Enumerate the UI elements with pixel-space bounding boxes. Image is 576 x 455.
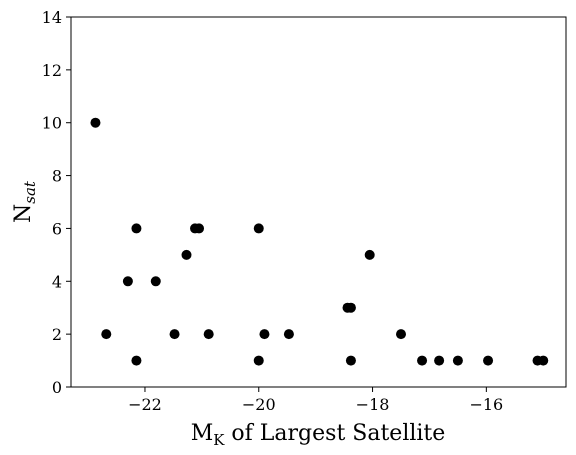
y-axis-label-subscript: sat bbox=[21, 180, 39, 204]
y-axis-label-main: N bbox=[11, 204, 36, 223]
data-point bbox=[150, 276, 161, 287]
x-axis-label: MK of Largest Satellite bbox=[191, 421, 446, 449]
x-axis-label-main: M bbox=[191, 421, 214, 446]
data-point bbox=[434, 355, 445, 366]
data-point bbox=[203, 329, 214, 340]
x-tick-label: −22 bbox=[128, 395, 162, 414]
x-axis-label-rest: of Largest Satellite bbox=[224, 421, 445, 446]
y-tick-label: 4 bbox=[52, 272, 62, 291]
data-point bbox=[538, 355, 549, 366]
data-point bbox=[283, 329, 294, 340]
data-point bbox=[253, 223, 264, 234]
data-point bbox=[181, 249, 192, 260]
x-tick-label: −20 bbox=[242, 395, 276, 414]
data-point bbox=[90, 117, 101, 128]
x-tick-label: −16 bbox=[469, 395, 503, 414]
plot-frame bbox=[70, 16, 567, 388]
data-point bbox=[194, 223, 205, 234]
y-tick-label: 8 bbox=[52, 167, 62, 186]
data-point bbox=[452, 355, 463, 366]
data-point bbox=[396, 329, 406, 340]
data-point bbox=[131, 355, 142, 366]
data-point bbox=[364, 249, 375, 260]
data-point bbox=[169, 329, 180, 340]
data-points bbox=[90, 117, 549, 366]
x-axis-ticks: −22 −20 −18 −16 bbox=[128, 387, 503, 414]
data-point bbox=[259, 329, 270, 340]
x-tick-label: −18 bbox=[356, 395, 390, 414]
data-point bbox=[122, 276, 133, 287]
data-point bbox=[101, 329, 112, 340]
data-point bbox=[253, 355, 264, 366]
data-point bbox=[345, 355, 356, 366]
data-point bbox=[417, 355, 428, 366]
y-axis-ticks: 0 2 4 6 8 10 12 14 bbox=[42, 8, 71, 397]
data-point bbox=[483, 355, 494, 366]
y-tick-label: 10 bbox=[42, 114, 62, 133]
data-point bbox=[131, 223, 142, 234]
y-tick-label: 12 bbox=[42, 61, 62, 80]
y-tick-label: 2 bbox=[52, 325, 62, 344]
y-tick-label: 6 bbox=[52, 219, 62, 238]
y-tick-label: 14 bbox=[42, 8, 62, 27]
y-tick-label: 0 bbox=[52, 378, 62, 397]
data-point bbox=[345, 302, 356, 313]
y-axis-label: Nsat bbox=[11, 180, 39, 223]
x-axis-label-subscript: K bbox=[213, 431, 225, 449]
